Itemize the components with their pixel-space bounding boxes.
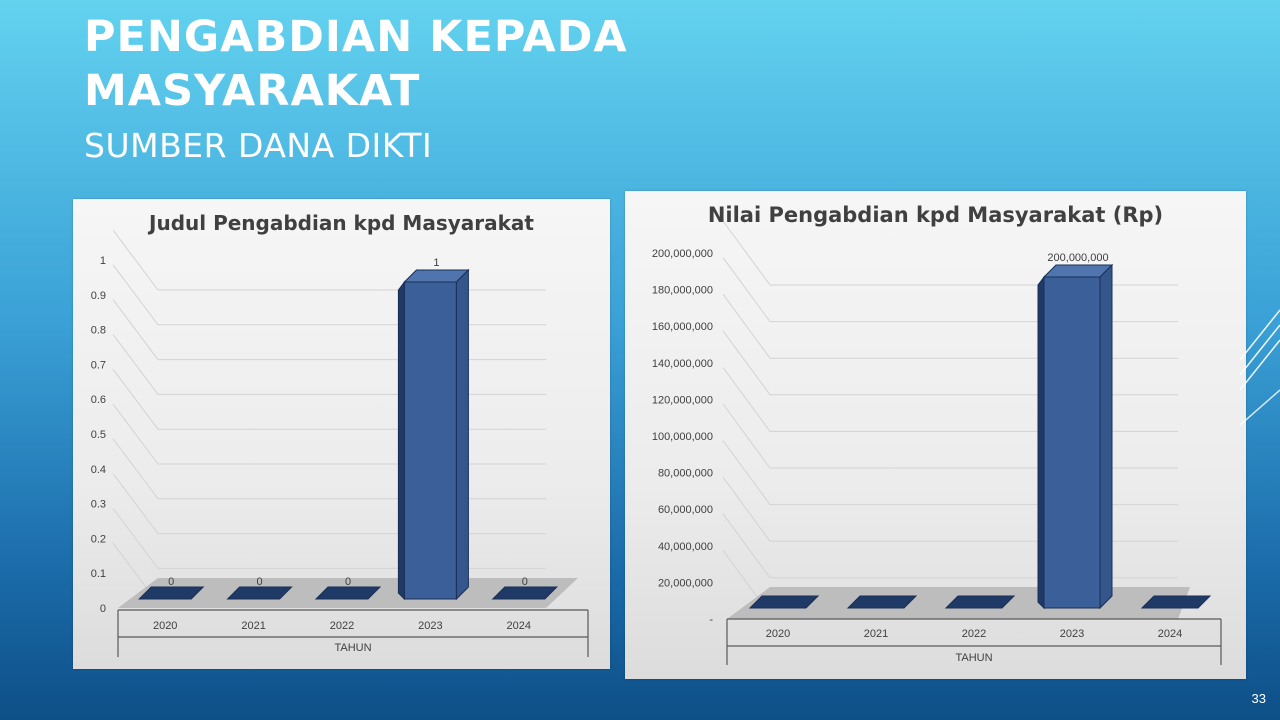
data-label-2024: 0 bbox=[522, 576, 528, 588]
y-tick-label: 20,000,000 bbox=[658, 577, 713, 589]
bar-2020 bbox=[748, 595, 820, 609]
y-tick-label: 160,000,000 bbox=[652, 321, 713, 333]
x-tick-label: 2022 bbox=[330, 620, 354, 632]
x-tick-label: 2024 bbox=[1158, 628, 1182, 640]
bar-2022 bbox=[314, 586, 382, 600]
y-tick-label: - bbox=[709, 614, 713, 626]
y-tick-label: 120,000,000 bbox=[652, 394, 713, 406]
x-tick-label: 2023 bbox=[418, 620, 442, 632]
data-label-2021: 0 bbox=[257, 576, 263, 588]
x-tick-label: 2020 bbox=[766, 628, 790, 640]
y-tick-label: 0.6 bbox=[91, 394, 106, 406]
y-tick-label: 0.3 bbox=[91, 499, 106, 511]
bar-2024 bbox=[491, 586, 559, 600]
slide-title: PENGABDIAN KEPADA MASYARAKAT bbox=[84, 12, 628, 116]
bar-side-2023 bbox=[1037, 275, 1045, 610]
y-tick-label: 1 bbox=[100, 255, 106, 267]
bar-2022 bbox=[944, 595, 1016, 609]
y-tick-label: 0.7 bbox=[91, 359, 106, 371]
y-tick-label: 0.1 bbox=[91, 568, 106, 580]
gridline bbox=[112, 473, 546, 535]
bar-right-2023 bbox=[1099, 263, 1113, 610]
chart-nilai-svg: - 20,000,000 40,000,000 60,000,000 80,000,00… bbox=[652, 220, 1222, 665]
y-tick-label: 100,000,000 bbox=[652, 431, 713, 443]
gridline bbox=[112, 229, 546, 291]
chart-judul-svg: 0 0.1 0.2 0.3 0.4 0.5 0.6 0.7 0.8 0.9 1 0 2020 0 2021 0… bbox=[91, 229, 589, 657]
x-tick-label: 2021 bbox=[864, 628, 888, 640]
data-label-2022: 0 bbox=[345, 576, 351, 588]
bar-2023 bbox=[403, 281, 457, 600]
bar-2023 bbox=[1043, 276, 1101, 609]
bar-side-2023 bbox=[397, 280, 405, 601]
y-tick-label: 40,000,000 bbox=[658, 541, 713, 553]
y-tick-label: 0.8 bbox=[91, 325, 106, 337]
gridline bbox=[112, 438, 546, 500]
chart-panel-nilai: - 20,000,000 40,000,000 60,000,000 80,000,00… bbox=[625, 191, 1246, 679]
gridline bbox=[112, 264, 546, 326]
x-tick-label: 2024 bbox=[507, 620, 531, 632]
bar-right-2023 bbox=[455, 268, 469, 601]
data-label-2023: 200,000,000 bbox=[1047, 252, 1108, 264]
bar-2020 bbox=[137, 586, 205, 600]
bar-2024 bbox=[1140, 595, 1212, 609]
bar-2021 bbox=[846, 595, 918, 609]
gridline bbox=[112, 403, 546, 465]
page-number: 33 bbox=[1251, 691, 1266, 706]
x-axis-title: TAHUN bbox=[955, 652, 992, 664]
x-tick-label: 2021 bbox=[241, 620, 265, 632]
gridline bbox=[112, 299, 546, 361]
x-axis-title: TAHUN bbox=[334, 642, 371, 654]
bar-2021 bbox=[226, 586, 293, 600]
slide-subtitle: SUMBER DANA DIKTI bbox=[84, 126, 433, 165]
y-tick-label: 0.5 bbox=[91, 429, 106, 441]
data-label-2023: 1 bbox=[433, 257, 439, 269]
chart-title-judul: Judul Pengabdian kpd Masyarakat bbox=[149, 211, 534, 235]
y-tick-label: 0.9 bbox=[91, 290, 106, 302]
y-tick-label: 140,000,000 bbox=[652, 358, 713, 370]
y-tick-label: 0.4 bbox=[91, 464, 106, 476]
data-label-2020: 0 bbox=[168, 576, 174, 588]
y-tick-label: 60,000,000 bbox=[658, 504, 713, 516]
chart-title-nilai: Nilai Pengabdian kpd Masyarakat (Rp) bbox=[707, 203, 1164, 227]
y-tick-label: 180,000,000 bbox=[652, 285, 713, 297]
y-tick-label: 0.2 bbox=[91, 533, 106, 545]
x-tick-label: 2020 bbox=[153, 620, 177, 632]
y-tick-label: 80,000,000 bbox=[658, 468, 713, 480]
gridline bbox=[112, 334, 546, 395]
y-tick-label: 200,000,000 bbox=[652, 248, 713, 260]
gridline bbox=[112, 508, 546, 569]
gridline bbox=[112, 368, 546, 430]
decorative-stripes-icon bbox=[1240, 309, 1280, 426]
x-tick-label: 2023 bbox=[1060, 628, 1084, 640]
chart-panel-judul: 0 0.1 0.2 0.3 0.4 0.5 0.6 0.7 0.8 0.9 1 0 2020 0 2021 0… bbox=[73, 199, 610, 669]
y-tick-label: 0 bbox=[100, 603, 106, 615]
x-tick-label: 2022 bbox=[962, 628, 986, 640]
